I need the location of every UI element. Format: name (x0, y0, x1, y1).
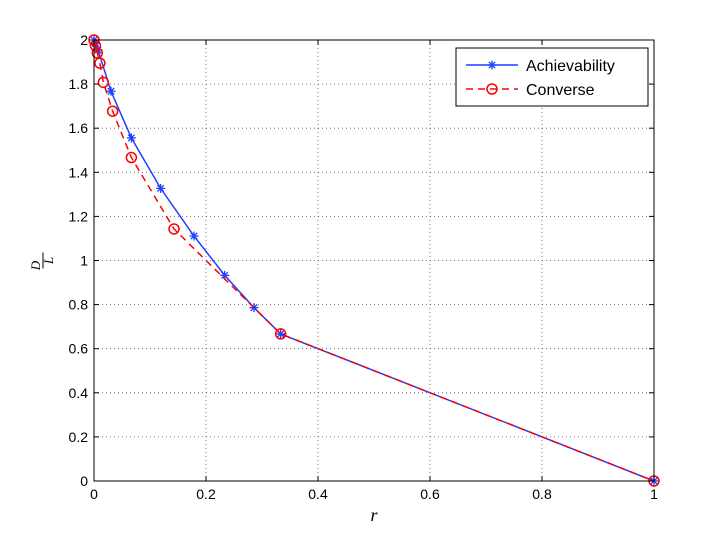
legend-marker (486, 83, 498, 95)
ticks (93, 39, 655, 482)
data-point (106, 86, 116, 96)
data-point (125, 151, 138, 164)
y-tick-label: 0.6 (69, 341, 89, 357)
data-point (189, 231, 199, 241)
legend-label: Achievability (526, 58, 615, 75)
legend-marker (487, 60, 497, 70)
y-tick-label: 0.2 (69, 429, 89, 445)
series-converse (88, 34, 660, 487)
tick-labels: 0 0.2 0.4 0.6 0.8 1 0 0.2 0.4 0.6 0.8 1 1.2 1.4 1.6 1.8… (69, 32, 659, 502)
x-tick-label: 0.6 (420, 486, 440, 502)
series-line (93, 39, 655, 482)
y-tick-label: 1 (80, 253, 88, 269)
x-tick-label: 0.4 (308, 486, 328, 502)
legend-box (455, 47, 649, 107)
data-point (106, 105, 119, 117)
y-tick-label: 1.6 (69, 120, 89, 136)
x-tick-label: 0.8 (532, 486, 552, 502)
x-tick-label: 1 (650, 486, 658, 502)
data-point (91, 47, 104, 59)
y-axis-label-denominator: L (41, 257, 56, 265)
y-axis-label-numerator: D (28, 260, 43, 271)
series-layer (88, 34, 660, 487)
y-tick-label: 0 (80, 473, 88, 489)
legend-item: Converse (466, 82, 595, 99)
legend: Achievability Converse (455, 47, 649, 107)
data-point (168, 223, 180, 235)
y-tick-label: 2 (80, 32, 88, 48)
data-point (156, 183, 166, 193)
data-point (126, 133, 136, 143)
y-tick-label: 0.4 (69, 385, 89, 401)
grid (94, 40, 654, 481)
x-tick-label: 0.2 (196, 486, 216, 502)
x-tick-label: 0 (90, 486, 98, 502)
data-point (94, 57, 106, 69)
data-point (274, 328, 287, 340)
y-axis-label: D L (28, 252, 56, 271)
data-point (89, 39, 102, 52)
y-tick-label: 0.8 (69, 297, 89, 313)
y-tick-label: 1.4 (69, 164, 89, 180)
y-tick-label: 1.2 (69, 208, 89, 224)
data-point (220, 270, 230, 280)
data-point (97, 76, 110, 89)
x-axis-label: r (370, 505, 378, 525)
legend-item: Achievability (466, 58, 615, 75)
y-tick-label: 1.8 (69, 76, 89, 92)
legend-label: Converse (526, 82, 595, 99)
